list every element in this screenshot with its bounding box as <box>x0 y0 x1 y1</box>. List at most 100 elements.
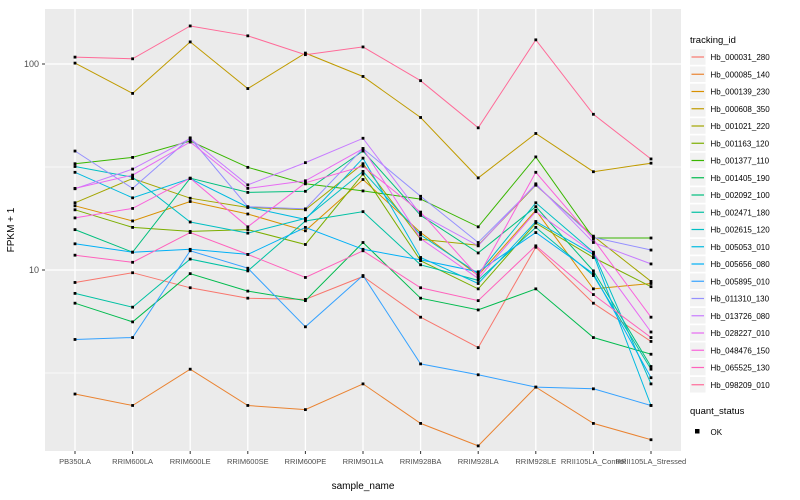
point-marker-Hb_000085_140 <box>361 382 365 386</box>
point-marker-Hb_002092_100 <box>73 228 77 232</box>
legend-label: Hb_000608_350 <box>711 105 771 114</box>
point-marker-Hb_028227_010 <box>649 330 653 334</box>
point-marker-Hb_048476_150 <box>592 237 595 241</box>
point-marker-Hb_065525_130 <box>534 244 538 248</box>
point-marker-Hb_065525_130 <box>73 253 77 257</box>
point-marker-Hb_000608_350 <box>131 91 134 95</box>
point-marker-Hb_002615_120 <box>419 233 422 237</box>
point-marker-Hb_005053_010 <box>73 170 77 174</box>
point-marker-Hb_000085_140 <box>188 367 192 371</box>
point-marker-Hb_000608_350 <box>534 132 538 135</box>
point-marker-Hb_011310_130 <box>73 149 77 153</box>
point-marker-Hb_002615_120 <box>131 175 134 179</box>
point-marker-Hb_000085_140 <box>476 444 480 448</box>
point-marker-Hb_065525_130 <box>592 293 595 296</box>
point-marker-Hb_000085_140 <box>419 422 422 425</box>
point-marker-Hb_028227_010 <box>534 210 538 214</box>
point-marker-Hb_001377_110 <box>419 197 422 201</box>
point-marker-Hb_005895_010 <box>246 266 250 270</box>
point-marker-Hb_005656_080 <box>476 270 480 274</box>
point-marker-Hb_001021_220 <box>649 280 653 283</box>
point-marker-Hb_002471_180 <box>476 279 480 282</box>
point-marker-Hb_001377_110 <box>131 156 134 159</box>
x-axis-title: sample_name <box>332 481 395 492</box>
legend-label: Hb_013726_080 <box>711 312 771 321</box>
series-group <box>73 24 653 448</box>
legend-label: Hb_000139_230 <box>711 88 771 97</box>
legend-label: Hb_000085_140 <box>711 70 771 79</box>
point-marker-Hb_098209_010 <box>304 53 307 57</box>
point-marker-Hb_005895_010 <box>188 249 192 253</box>
point-marker-Hb_000608_350 <box>592 170 595 174</box>
point-marker-Hb_048476_150 <box>246 225 250 229</box>
x-tick-label: RRII105LA_Stressed <box>616 457 686 466</box>
point-marker-Hb_005895_010 <box>131 336 134 339</box>
axis-ticks <box>42 63 652 454</box>
point-marker-Hb_005656_080 <box>419 258 422 262</box>
point-marker-Hb_002615_120 <box>188 220 192 224</box>
point-marker-Hb_002471_180 <box>361 210 365 214</box>
point-marker-Hb_011310_130 <box>246 205 250 209</box>
legend-label: Hb_005895_010 <box>711 277 771 286</box>
point-marker-Hb_028227_010 <box>246 186 250 190</box>
point-marker-Hb_001405_190 <box>361 241 365 244</box>
point-marker-Hb_000085_140 <box>304 408 307 412</box>
point-marker-Hb_002092_100 <box>592 269 595 273</box>
point-marker-Hb_002092_100 <box>361 149 365 153</box>
point-marker-Hb_000031_280 <box>592 301 595 305</box>
legend-label: Hb_098209_010 <box>711 381 771 390</box>
point-marker-Hb_000608_350 <box>361 75 365 78</box>
legend-title: tracking_id <box>690 35 736 46</box>
point-marker-Hb_001405_190 <box>246 289 250 293</box>
point-marker-Hb_013726_080 <box>419 213 422 216</box>
point-marker-Hb_098209_010 <box>649 157 653 161</box>
point-marker-Hb_028227_010 <box>73 186 77 190</box>
point-marker-Hb_048476_150 <box>649 315 653 319</box>
point-marker-Hb_000139_230 <box>246 212 250 216</box>
point-marker-Hb_000085_140 <box>131 404 134 407</box>
point-marker-Hb_005895_010 <box>649 404 653 407</box>
x-tick-label: RRIM901LA <box>343 457 384 466</box>
point-marker-Hb_005053_010 <box>361 156 365 160</box>
point-marker-Hb_048476_150 <box>419 210 422 214</box>
point-marker-Hb_002471_180 <box>304 219 307 223</box>
point-marker-Hb_028227_010 <box>188 140 192 144</box>
point-marker-Hb_002471_180 <box>534 225 538 229</box>
point-marker-Hb_000139_230 <box>592 287 595 291</box>
point-marker-Hb_001163_120 <box>73 208 77 212</box>
legend-label: Hb_011310_130 <box>711 295 770 304</box>
point-marker-Hb_002615_120 <box>73 165 77 168</box>
point-marker-Hb_002615_120 <box>246 231 250 235</box>
quant-status-key-square <box>695 429 700 434</box>
legend-label: Hb_000031_280 <box>711 53 771 62</box>
point-marker-Hb_013726_080 <box>649 262 653 266</box>
point-marker-Hb_028227_010 <box>131 173 134 177</box>
point-marker-Hb_098209_010 <box>361 45 365 49</box>
point-marker-Hb_000085_140 <box>73 392 77 396</box>
x-tick-label: RRIM928LA <box>458 457 499 466</box>
point-marker-Hb_001163_120 <box>304 243 307 246</box>
point-marker-Hb_005656_080 <box>304 225 307 229</box>
point-marker-Hb_002615_120 <box>476 272 480 276</box>
point-marker-Hb_005895_010 <box>534 385 538 389</box>
point-marker-Hb_000139_230 <box>649 282 653 285</box>
point-marker-Hb_000608_350 <box>649 161 653 165</box>
point-marker-Hb_028227_010 <box>592 251 595 255</box>
point-marker-Hb_001163_120 <box>534 221 538 225</box>
point-marker-Hb_001377_110 <box>73 162 77 166</box>
point-marker-Hb_013726_080 <box>131 167 134 171</box>
point-marker-Hb_001405_190 <box>131 320 134 324</box>
x-tick-label: RRIM600PE <box>285 457 327 466</box>
x-tick-label: RRIM928BA <box>400 457 442 466</box>
point-marker-Hb_005053_010 <box>419 256 422 259</box>
point-marker-Hb_005656_080 <box>361 247 365 251</box>
point-marker-Hb_000608_350 <box>246 87 250 90</box>
point-marker-Hb_000139_230 <box>73 204 77 208</box>
point-marker-Hb_001405_190 <box>592 336 595 339</box>
point-marker-Hb_002092_100 <box>476 251 480 255</box>
point-marker-Hb_011310_130 <box>592 235 595 239</box>
legend-label: Hb_001021_220 <box>711 122 771 131</box>
point-marker-Hb_000031_280 <box>246 296 250 300</box>
point-marker-Hb_048476_150 <box>361 164 365 168</box>
point-marker-Hb_098209_010 <box>476 126 480 130</box>
